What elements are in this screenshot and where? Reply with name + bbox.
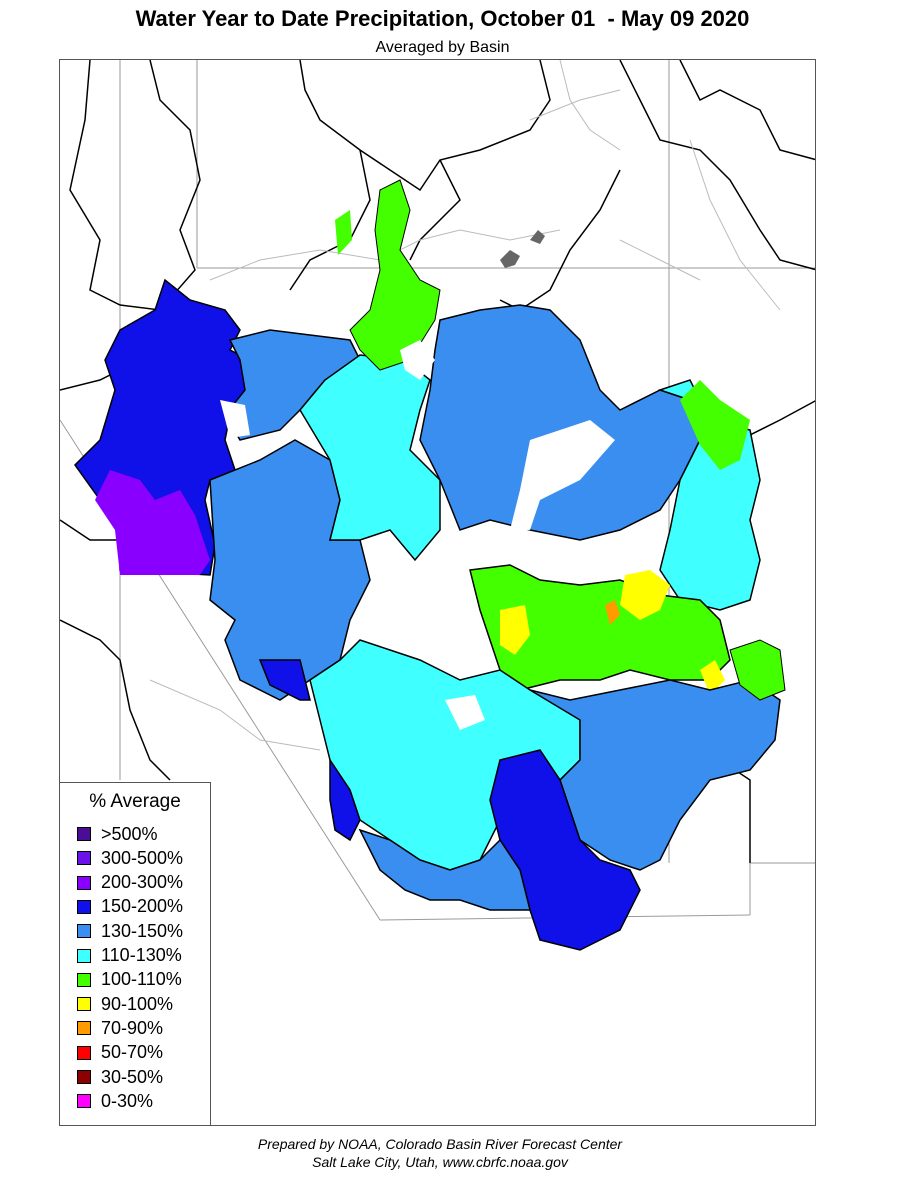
- legend-label: 130-150%: [101, 920, 184, 941]
- legend-label: 30-50%: [101, 1066, 164, 1087]
- legend-title: % Average: [89, 791, 181, 812]
- basin-west-200-300: [95, 470, 210, 575]
- legend-label: 0-30%: [101, 1090, 154, 1111]
- legend-item: 100-110%: [77, 969, 182, 991]
- map-legend: % Average >500% 300-500% 200-300% 150-200% 1…: [59, 782, 211, 1126]
- white-gap-2: [510, 420, 615, 530]
- legend-swatch: [77, 1021, 91, 1036]
- map-title: Water Year to Date Precipitation, Octobe…: [135, 6, 750, 31]
- legend-label: 100-110%: [101, 969, 182, 990]
- legend-item: 150-200%: [77, 896, 183, 918]
- white-gap-3: [445, 695, 485, 730]
- legend-label: 50-70%: [101, 1042, 164, 1063]
- legend-item: 200-300%: [77, 872, 183, 894]
- basin-north-green-2: [335, 210, 352, 255]
- legend-label: >500%: [101, 823, 158, 844]
- basin-yellow-3: [700, 660, 725, 695]
- legend-item: 300-500%: [77, 847, 183, 869]
- legend-swatch: [77, 1045, 91, 1060]
- legend-label: 200-300%: [101, 872, 184, 893]
- legend-item: 50-70%: [77, 1042, 163, 1064]
- legend-item: 130-150%: [77, 920, 183, 942]
- basin-s-150-200-b: [329, 757, 361, 842]
- legend-label: 90-100%: [101, 993, 174, 1014]
- basin-east-green-3: [729, 639, 786, 701]
- legend-item: 90-100%: [77, 993, 173, 1015]
- legend-label: 110-130%: [101, 945, 182, 965]
- credit-line-2: Salt Lake City, Utah, www.cbrfc.noaa.gov: [312, 1154, 568, 1170]
- legend-label: 150-200%: [101, 896, 184, 917]
- credit-line-1: Prepared by NOAA, Colorado Basin River F…: [257, 1136, 623, 1152]
- legend-label: 300-500%: [101, 847, 184, 868]
- basin-central-west-130-150: [209, 439, 371, 701]
- legend-swatch: [77, 851, 91, 866]
- legend-item: >500%: [77, 823, 158, 845]
- legend-swatch: [77, 1094, 91, 1109]
- basin-map-svg: [60, 60, 815, 951]
- basin-sw-150-200: [258, 659, 311, 701]
- basin-yellow-2: [500, 605, 530, 655]
- legend-item: 30-50%: [77, 1066, 163, 1088]
- legend-swatch: [77, 997, 91, 1012]
- basin-north-100-110: [349, 179, 441, 371]
- legend-swatch: [77, 875, 91, 890]
- legend-swatch: [77, 899, 91, 914]
- white-gap-4: [400, 340, 435, 380]
- legend-item: 70-90%: [77, 1017, 163, 1039]
- legend-swatch: [77, 1070, 91, 1084]
- map-subtitle: Averaged by Basin: [375, 39, 510, 56]
- legend-swatch: [77, 948, 91, 963]
- basin-sw-130-150: [358, 828, 531, 911]
- legend-swatch: [77, 827, 91, 841]
- legend-item: 0-30%: [77, 1090, 153, 1112]
- basin-east-100-110: [680, 380, 750, 470]
- river-lines: [149, 60, 781, 751]
- basin-orange: [605, 600, 620, 625]
- legend-swatch: [77, 924, 91, 939]
- basin-east-central-130-150: [419, 304, 701, 541]
- legend-label: 70-90%: [101, 1017, 164, 1038]
- white-gap-1: [220, 400, 250, 438]
- legend-swatch: [77, 972, 91, 987]
- legend-item: 110-130%: [77, 945, 182, 967]
- basin-yellow-1: [620, 570, 670, 620]
